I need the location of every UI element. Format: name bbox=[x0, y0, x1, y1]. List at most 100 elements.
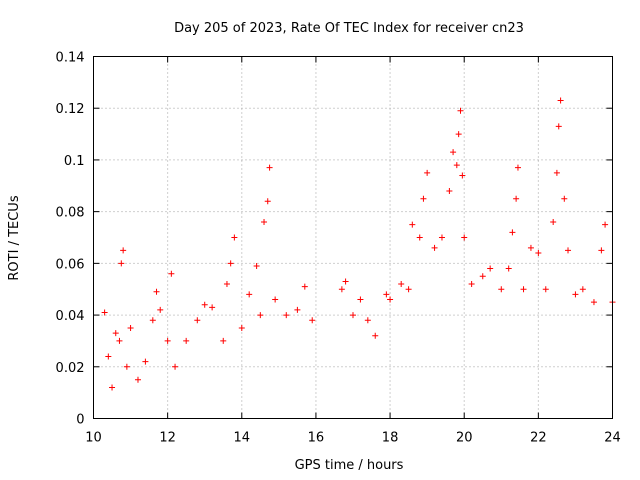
data-point bbox=[261, 218, 268, 225]
data-point bbox=[453, 162, 460, 169]
data-point bbox=[120, 247, 127, 254]
x-tick-label: 16 bbox=[308, 431, 325, 446]
data-point bbox=[168, 270, 175, 277]
data-point bbox=[509, 229, 516, 236]
data-point bbox=[118, 260, 125, 267]
y-axis-label: ROTI / TECUs bbox=[7, 195, 22, 280]
data-point bbox=[450, 149, 457, 156]
data-point bbox=[116, 337, 123, 344]
data-point bbox=[127, 325, 134, 331]
data-point bbox=[149, 317, 156, 324]
data-point bbox=[520, 286, 527, 293]
data-point bbox=[387, 296, 394, 303]
y-tick-label: 0.06 bbox=[56, 257, 85, 272]
x-tick-label: 14 bbox=[234, 431, 251, 446]
plot-frame bbox=[93, 56, 613, 419]
data-point bbox=[498, 286, 505, 293]
y-tick-label: 0.02 bbox=[56, 361, 85, 376]
data-point bbox=[579, 286, 586, 293]
data-point bbox=[220, 337, 227, 344]
data-point bbox=[183, 337, 190, 344]
x-tick-label: 22 bbox=[530, 431, 547, 446]
x-tick-label: 12 bbox=[159, 431, 176, 446]
data-point bbox=[602, 221, 609, 228]
data-point bbox=[123, 363, 130, 370]
data-point bbox=[420, 195, 427, 202]
data-point bbox=[231, 234, 238, 241]
data-point bbox=[264, 198, 271, 205]
data-points bbox=[101, 97, 616, 391]
data-point bbox=[455, 131, 462, 138]
data-point bbox=[209, 304, 216, 311]
data-point bbox=[598, 247, 605, 254]
data-point bbox=[342, 278, 349, 285]
data-point bbox=[555, 123, 562, 130]
data-point bbox=[109, 384, 116, 391]
y-tick-label: 0.04 bbox=[56, 309, 85, 324]
data-point bbox=[468, 281, 475, 288]
data-point bbox=[172, 363, 179, 370]
data-point bbox=[101, 309, 108, 316]
data-point bbox=[338, 286, 345, 293]
data-point bbox=[301, 283, 308, 290]
data-point bbox=[157, 306, 164, 313]
data-point bbox=[424, 169, 431, 176]
data-point bbox=[246, 291, 253, 298]
data-point bbox=[416, 234, 423, 241]
data-point bbox=[572, 291, 579, 298]
data-point bbox=[590, 299, 597, 306]
y-tick-label: 0 bbox=[76, 413, 84, 428]
data-point bbox=[253, 262, 260, 269]
data-point bbox=[398, 281, 405, 288]
data-point bbox=[514, 164, 521, 171]
data-point bbox=[223, 281, 230, 288]
data-point bbox=[505, 265, 512, 272]
data-point bbox=[142, 358, 149, 365]
x-tick-label: 18 bbox=[382, 431, 399, 446]
data-point bbox=[457, 107, 464, 114]
data-point bbox=[459, 172, 466, 179]
data-point bbox=[431, 244, 438, 251]
data-point bbox=[446, 187, 453, 194]
data-point bbox=[461, 234, 468, 241]
data-point bbox=[565, 247, 572, 254]
data-point bbox=[553, 169, 560, 176]
data-point bbox=[272, 296, 279, 303]
x-tick-label: 24 bbox=[604, 431, 621, 446]
data-point bbox=[112, 330, 119, 337]
data-point bbox=[201, 301, 208, 308]
data-point bbox=[134, 376, 141, 383]
data-point bbox=[309, 317, 316, 324]
y-tick-label: 0.1 bbox=[64, 154, 85, 169]
data-point bbox=[487, 265, 494, 272]
data-point bbox=[372, 332, 379, 339]
data-point bbox=[561, 195, 568, 202]
data-point bbox=[153, 288, 160, 295]
data-point bbox=[238, 325, 245, 331]
tick-labels: 10 12 14 16 18 20 22 24 0 0.02 0.04 0.06 0.08 0.1 0.12… bbox=[56, 51, 621, 446]
data-point bbox=[283, 312, 290, 319]
data-point bbox=[405, 286, 412, 293]
data-point bbox=[409, 221, 416, 228]
data-point bbox=[542, 286, 549, 293]
data-point bbox=[364, 317, 371, 324]
x-tick-label: 10 bbox=[85, 431, 102, 446]
data-point bbox=[350, 312, 356, 319]
data-point bbox=[105, 353, 112, 360]
data-point bbox=[164, 337, 171, 344]
data-point bbox=[527, 244, 534, 251]
x-tick-label: 20 bbox=[456, 431, 473, 446]
y-tick-label: 0.14 bbox=[56, 51, 85, 66]
data-point bbox=[479, 273, 486, 280]
x-axis-label: GPS time / hours bbox=[295, 458, 404, 473]
data-point bbox=[513, 195, 520, 202]
data-point bbox=[557, 97, 564, 104]
axis-ticks bbox=[93, 56, 613, 419]
grid bbox=[93, 56, 613, 419]
data-point bbox=[438, 234, 445, 241]
y-tick-label: 0.08 bbox=[56, 206, 85, 221]
data-point bbox=[227, 260, 234, 267]
data-point bbox=[266, 164, 273, 171]
data-point bbox=[535, 250, 542, 257]
